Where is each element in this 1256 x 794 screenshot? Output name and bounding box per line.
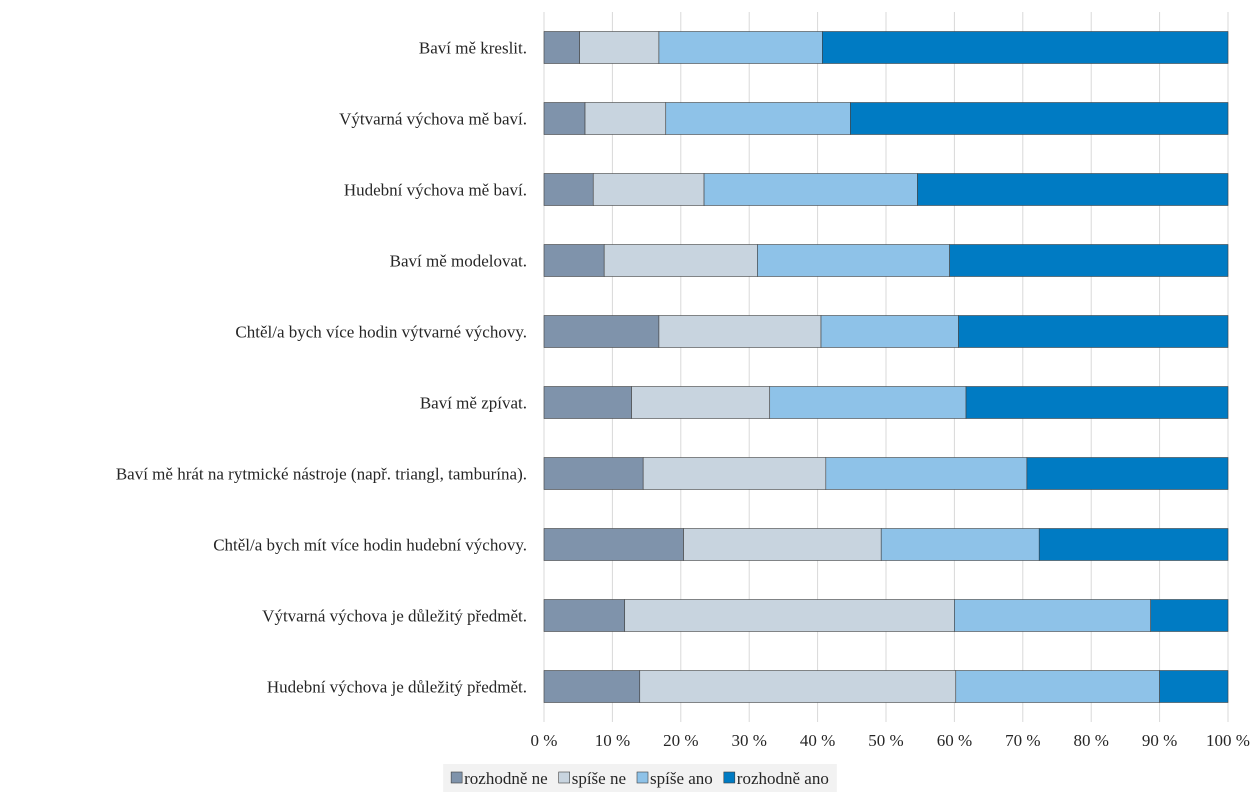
category-label: Baví mě hrát na rytmické nástroje (např.…	[116, 465, 527, 484]
x-tick-label: 50 %	[868, 731, 903, 750]
bar-segment	[658, 31, 823, 64]
bar-segment	[703, 173, 918, 206]
x-tick-label: 40 %	[800, 731, 835, 750]
bar-segment	[683, 528, 882, 561]
x-tick-label: 80 %	[1073, 731, 1108, 750]
bar-segment	[543, 599, 626, 632]
bar-segment	[1159, 670, 1229, 703]
bar-segment	[965, 386, 1229, 419]
bar-segment	[1026, 457, 1229, 490]
bar-segment	[603, 244, 758, 277]
bar-segment	[543, 244, 605, 277]
bar-segment	[543, 102, 586, 135]
bar-segment	[822, 31, 1229, 64]
legend: rozhodně ne spíše ne spíše ano rozhodně ano	[443, 764, 837, 792]
bar-segment	[543, 173, 594, 206]
legend-label: spíše ano	[650, 769, 713, 788]
legend-swatch	[558, 771, 571, 784]
category-label: Výtvarná výchova mě baví.	[339, 110, 527, 129]
legend-label: rozhodně ne	[464, 769, 548, 788]
bar-segment	[958, 315, 1229, 348]
bar-segment	[1150, 599, 1229, 632]
bar-segment	[954, 599, 1152, 632]
bar-segment	[543, 386, 632, 419]
bar-segment	[631, 386, 771, 419]
legend-swatch	[723, 771, 736, 784]
x-axis-tick-labels: 0 % 10 % 20 % 30 % 40 % 50 % 60 % 70 % 80 % 90 % 1…	[531, 731, 1250, 750]
bar-segment	[665, 102, 851, 135]
bar-segment	[543, 670, 641, 703]
category-labels: Baví mě kreslit. Výtvarná výchova mě baví…	[116, 39, 527, 697]
bar-segment	[592, 173, 705, 206]
x-tick-label: 60 %	[937, 731, 972, 750]
category-label: Chtěl/a bych mít více hodin hudební vých…	[213, 536, 527, 555]
bar-segment	[543, 31, 580, 64]
bar-segment	[949, 244, 1229, 277]
x-tick-label: 30 %	[731, 731, 766, 750]
x-tick-label: 90 %	[1142, 731, 1177, 750]
bar-segment	[642, 457, 827, 490]
bar-segment	[579, 31, 660, 64]
x-tick-label: 20 %	[663, 731, 698, 750]
bar-segment	[543, 315, 660, 348]
legend-swatch	[450, 771, 463, 784]
legend-swatch	[636, 771, 649, 784]
legend-label: spíše ne	[572, 769, 626, 788]
bar-segment	[624, 599, 955, 632]
bar-segment	[850, 102, 1229, 135]
bars	[543, 31, 1229, 703]
category-label: Chtěl/a bych více hodin výtvarné výchovy…	[235, 323, 527, 342]
x-tick-label: 10 %	[595, 731, 630, 750]
bar-segment	[543, 457, 644, 490]
bar-segment	[639, 670, 957, 703]
bar-segment	[880, 528, 1040, 561]
x-tick-label: 100 %	[1206, 731, 1250, 750]
bar-segment	[584, 102, 667, 135]
bar-segment	[757, 244, 950, 277]
category-label: Hudební výchova je důležitý předmět.	[267, 678, 527, 697]
category-label: Výtvarná výchova je důležitý předmět.	[262, 607, 527, 626]
category-label: Baví mě zpívat.	[420, 394, 527, 413]
category-label: Hudební výchova mě baví.	[344, 181, 527, 200]
bar-segment	[917, 173, 1229, 206]
category-label: Baví mě kreslit.	[419, 39, 527, 58]
category-label: Baví mě modelovat.	[390, 252, 527, 271]
x-tick-label: 70 %	[1005, 731, 1040, 750]
bar-segment	[1038, 528, 1229, 561]
bar-segment	[658, 315, 822, 348]
legend-label: rozhodně ano	[737, 769, 829, 788]
bar-segment	[820, 315, 959, 348]
bar-segment	[769, 386, 967, 419]
bar-segment	[543, 528, 684, 561]
bar-segment	[825, 457, 1028, 490]
x-tick-label: 0 %	[531, 731, 558, 750]
bar-segment	[955, 670, 1160, 703]
